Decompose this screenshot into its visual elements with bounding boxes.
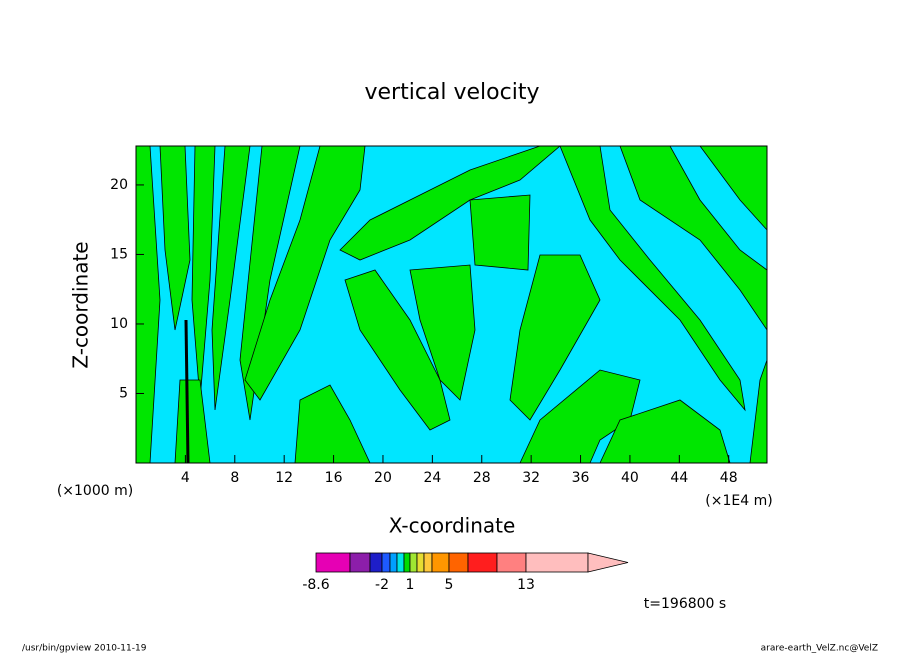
y-tick-label: 5 (119, 385, 128, 401)
colorbar-label: -2 (375, 577, 389, 593)
x-tick-label: 44 (670, 470, 688, 486)
x-tick-label: 20 (374, 470, 392, 486)
colorbar-segment (349, 552, 371, 573)
y-tick-label: 15 (110, 246, 128, 262)
colorbar-segment (448, 552, 469, 573)
x-tick-label: 8 (230, 470, 239, 486)
y-tick-label: 20 (110, 177, 128, 193)
x-tick-label: 12 (275, 470, 293, 486)
colorbar-label: -8.6 (302, 577, 329, 593)
x-unit-left: (×1000 m) (57, 483, 133, 499)
colorbar-segment (431, 552, 450, 573)
y-axis-label: Z-coordinate (69, 241, 93, 368)
x-tick-label: 32 (522, 470, 540, 486)
colorbar-segment (409, 552, 418, 573)
x-tick-label: 16 (325, 470, 343, 486)
contour-field (135, 145, 768, 464)
colorbar-segment (396, 552, 405, 573)
colorbar-segment (416, 552, 425, 573)
colorbar-segment (315, 552, 351, 573)
time-label: t=196800 s (644, 596, 726, 612)
colorbar-segment (496, 552, 527, 573)
x-tick-label: 24 (423, 470, 441, 486)
footer-right: arare-earth_VelZ.nc@VelZ (761, 644, 878, 654)
x-tick-label: 36 (572, 470, 590, 486)
dense-contours (184, 319, 190, 464)
x-tick-label: 4 (181, 470, 190, 486)
colorbar-segment (381, 552, 391, 573)
colorbar-segment (525, 552, 589, 573)
x-tick-label: 40 (621, 470, 639, 486)
chart-title: vertical velocity (364, 80, 539, 105)
x-axis-label: X-coordinate (389, 514, 516, 538)
colorbar-label: 1 (406, 577, 415, 593)
colorbar-segment (403, 552, 411, 573)
colorbar-segment (369, 552, 383, 573)
colorbar-segment (423, 552, 433, 573)
y-tick-label: 10 (110, 316, 128, 332)
colorbar-label: 5 (445, 577, 454, 593)
footer-left: /usr/bin/gpview 2010-11-19 (22, 644, 147, 654)
x-unit-right: (×1E4 m) (705, 493, 772, 509)
colorbar-segment (389, 552, 398, 573)
colorbar-extension (587, 552, 629, 573)
colorbar-segment (467, 552, 498, 573)
x-tick-label: 28 (473, 470, 491, 486)
colorbar-label: 13 (517, 577, 535, 593)
plot-frame (135, 145, 768, 464)
x-tick-label: 48 (720, 470, 738, 486)
